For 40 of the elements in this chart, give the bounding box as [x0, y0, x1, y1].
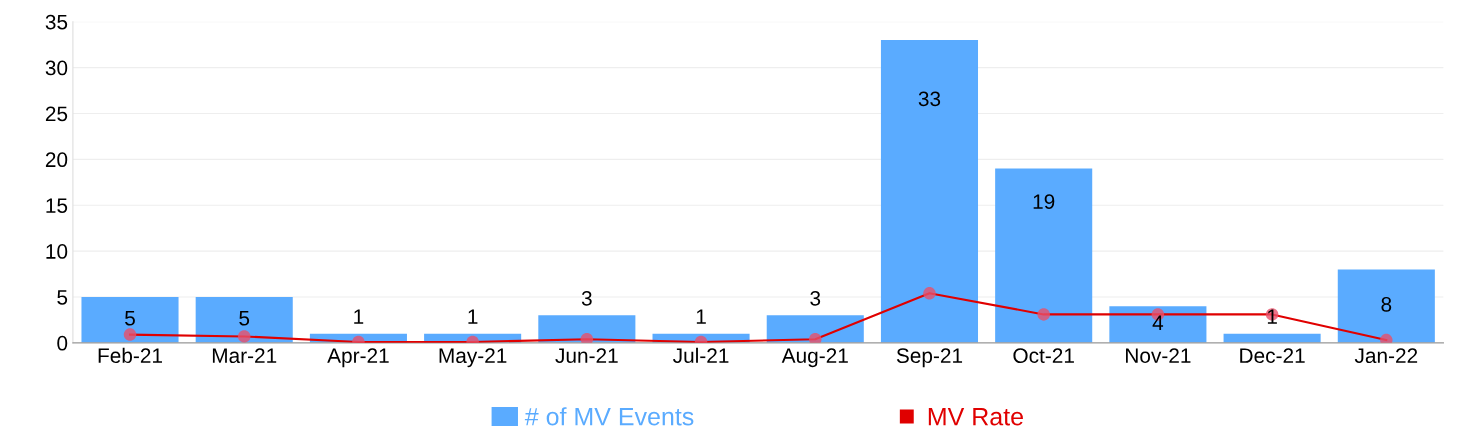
x-tick-label: Sep-21	[896, 348, 963, 368]
data-label: 5	[239, 310, 250, 326]
x-tick-label: Feb-21	[98, 347, 162, 364]
data-label: 8	[1381, 297, 1392, 312]
y-tick-label: 10	[46, 244, 68, 259]
x-tick-label: Aug-21	[781, 348, 848, 368]
bar	[81, 296, 179, 343]
bar	[880, 40, 979, 343]
x-tick-label: Jul-21	[673, 347, 729, 364]
x-tick-label: Apr-21	[327, 348, 389, 368]
x-tick-label: Oct-21	[1013, 348, 1074, 364]
data-label: 3	[581, 290, 592, 306]
bar	[995, 168, 1093, 343]
bar	[195, 296, 293, 343]
data-label: 1	[696, 309, 706, 324]
x-tick-label: Dec-21	[1240, 348, 1305, 364]
data-label: 5	[125, 310, 135, 326]
y-tick-label: 0	[57, 335, 68, 351]
y-tick-label: 15	[46, 198, 68, 213]
x-tick-label: Mar-21	[212, 348, 277, 364]
legend-label: MV Rate	[928, 408, 1023, 426]
y-tick-label: 25	[45, 106, 68, 122]
data-label: 19	[1033, 194, 1055, 209]
bar	[1109, 306, 1207, 343]
y-tick-label: 35	[45, 14, 68, 30]
legend-label: # of MV Events	[524, 407, 694, 426]
data-label: 1	[354, 309, 364, 324]
data-label: 33	[918, 91, 941, 107]
x-tick-label: Jan-22	[1354, 348, 1418, 364]
x-tick-label: May-21	[439, 348, 507, 368]
x-tick-label: Nov-21	[1126, 348, 1191, 364]
data-label: 3	[810, 290, 821, 306]
data-label: 1	[468, 309, 478, 324]
y-tick-label: 20	[45, 152, 68, 168]
y-tick-label: 5	[57, 290, 68, 305]
data-label: 1	[1267, 309, 1277, 324]
bar	[1337, 269, 1435, 343]
data-label: 4	[1152, 315, 1164, 330]
x-tick-label: Jun-21	[555, 348, 618, 364]
y-tick-label: 30	[45, 60, 68, 76]
